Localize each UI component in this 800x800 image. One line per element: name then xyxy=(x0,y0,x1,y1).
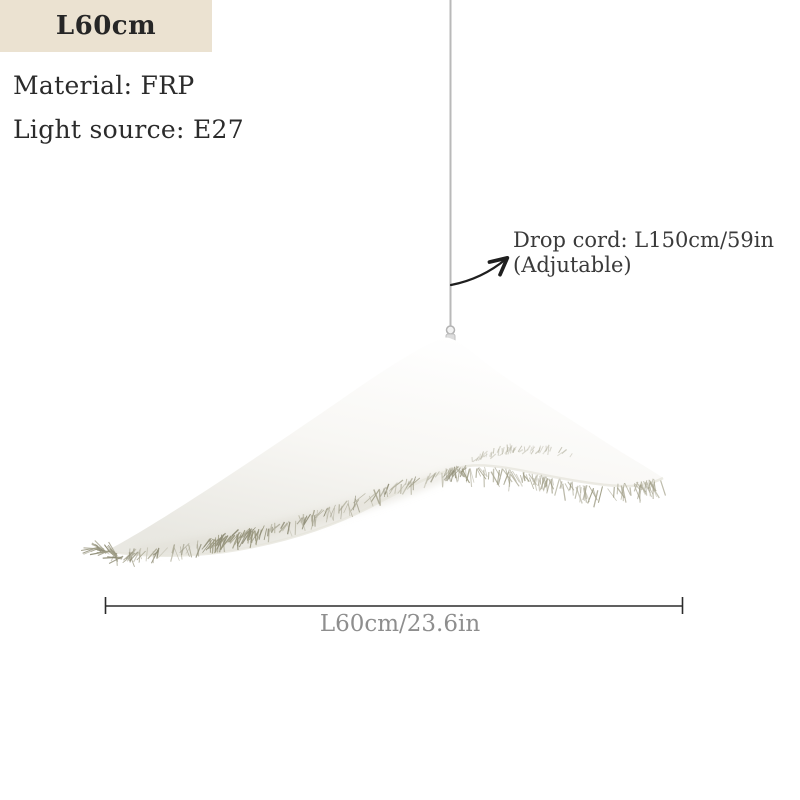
spec-light-source: Light source: E27 xyxy=(13,115,244,144)
spec-material: Material: FRP xyxy=(13,71,195,100)
width-dimension-label: L60cm/23.6in xyxy=(319,611,481,637)
lamp-shade-body xyxy=(106,337,663,556)
fringe-trim xyxy=(81,443,667,567)
size-badge: L60cm xyxy=(0,0,212,52)
drop-cord-line1: Drop cord: L150cm/59in xyxy=(513,228,775,252)
drop-cord-annotation: Drop cord: L150cm/59in (Adjutable) xyxy=(513,228,774,278)
size-badge-label: L60cm xyxy=(55,11,157,41)
width-dimension-line xyxy=(104,597,684,614)
drop-cord-line2: (Adjutable) xyxy=(513,253,632,277)
spec-list: Material: FRP Light source: E27 xyxy=(13,64,244,152)
lamp-shade xyxy=(81,337,667,567)
cord-arrow xyxy=(449,255,510,287)
